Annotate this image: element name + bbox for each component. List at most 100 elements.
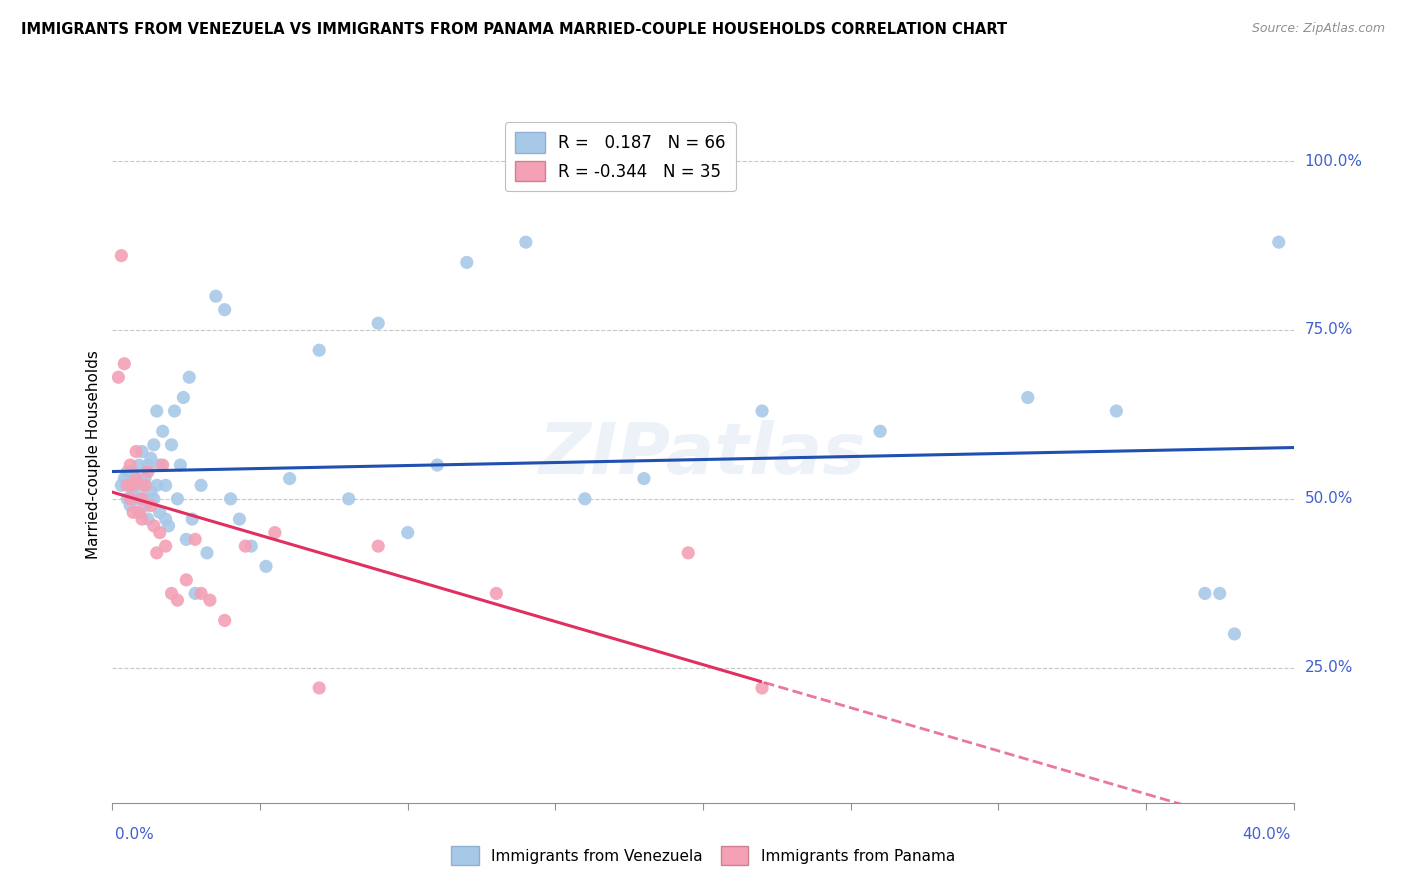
Point [128,505,150,519]
Point [195,546,218,560]
Text: 40.0%: 40.0% [1243,827,1291,841]
Point [367,539,389,553]
Point [134,478,156,492]
Point [1208,586,1232,600]
Point [264,525,287,540]
Point [160,586,183,600]
Text: Source: ZipAtlas.com: Source: ZipAtlas.com [1251,22,1385,36]
Point [254,559,277,574]
Point [117,491,138,506]
Point [169,458,191,472]
Point [117,465,138,479]
Point [122,505,145,519]
Point [157,519,180,533]
Point [146,478,169,492]
Point [1194,586,1216,600]
Point [174,533,197,547]
Point [107,370,129,384]
Point [456,255,478,269]
Point [136,512,159,526]
Point [751,681,773,695]
Point [131,478,153,492]
Legend: R =   0.187   N = 66, R = -0.344   N = 35: R = 0.187 N = 66, R = -0.344 N = 35 [505,122,735,191]
Point [633,472,655,486]
Point [337,491,360,506]
Text: 25.0%: 25.0% [1305,660,1353,675]
Point [128,458,150,472]
Point [190,478,212,492]
Point [214,302,236,317]
Point [205,289,228,303]
Point [125,472,148,486]
Point [485,586,508,600]
Point [149,525,172,540]
Point [219,491,242,506]
Point [278,472,301,486]
Point [149,458,172,472]
Point [166,491,188,506]
Point [184,586,207,600]
Text: ZIPatlas: ZIPatlas [540,420,866,490]
Point [1105,404,1128,418]
Point [190,586,212,600]
Point [112,357,135,371]
Point [125,491,148,506]
Point [136,458,159,472]
Point [120,499,142,513]
Point [149,505,172,519]
Point [155,539,177,553]
Point [179,370,201,384]
Point [152,458,174,472]
Point [142,491,165,506]
Point [1223,627,1246,641]
Legend: Immigrants from Venezuela, Immigrants from Panama: Immigrants from Venezuela, Immigrants fr… [446,840,960,871]
Point [367,316,389,330]
Point [152,424,174,438]
Point [308,681,330,695]
Point [184,533,207,547]
Point [128,505,150,519]
Point [110,478,132,492]
Point [117,478,138,492]
Point [136,465,159,479]
Point [166,593,188,607]
Point [120,491,142,506]
Point [515,235,537,249]
Point [174,573,197,587]
Point [426,458,449,472]
Point [751,404,773,418]
Point [198,593,221,607]
Point [869,424,891,438]
Point [134,499,156,513]
Point [112,472,135,486]
Point [146,546,169,560]
Point [396,525,419,540]
Point [122,465,145,479]
Point [155,512,177,526]
Point [160,438,183,452]
Point [142,519,165,533]
Point [1268,235,1291,249]
Point [240,539,263,553]
Point [139,485,162,500]
Point [131,444,153,458]
Point [110,249,132,263]
Point [172,391,194,405]
Point [122,485,145,500]
Text: IMMIGRANTS FROM VENEZUELA VS IMMIGRANTS FROM PANAMA MARRIED-COUPLE HOUSEHOLDS CO: IMMIGRANTS FROM VENEZUELA VS IMMIGRANTS … [21,22,1007,37]
Point [142,438,165,452]
Point [214,614,236,628]
Text: 50.0%: 50.0% [1305,491,1353,507]
Point [228,512,250,526]
Point [139,451,162,466]
Point [181,512,204,526]
Text: 100.0%: 100.0% [1305,153,1362,169]
Point [146,404,169,418]
Point [122,478,145,492]
Point [120,478,142,492]
Point [574,491,596,506]
Point [120,458,142,472]
Point [233,539,256,553]
Point [134,472,156,486]
Point [131,512,153,526]
